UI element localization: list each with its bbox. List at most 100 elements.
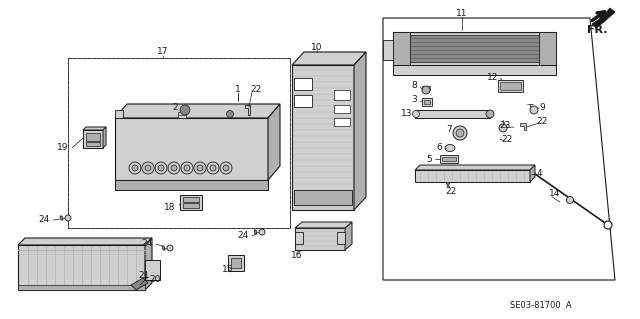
Bar [334, 118, 350, 126]
Polygon shape [415, 110, 490, 118]
Text: 22: 22 [250, 85, 262, 94]
Polygon shape [18, 245, 145, 290]
Bar [180, 195, 202, 210]
Text: 7: 7 [446, 125, 452, 135]
Circle shape [132, 165, 138, 171]
Polygon shape [383, 40, 393, 60]
Bar [86, 133, 100, 141]
Polygon shape [115, 180, 268, 190]
Text: 22: 22 [536, 117, 548, 127]
Polygon shape [145, 260, 160, 280]
Bar [68, 58, 290, 228]
Text: 12: 12 [486, 72, 498, 81]
Bar [294, 190, 352, 205]
Circle shape [413, 110, 419, 117]
Polygon shape [162, 246, 165, 250]
Circle shape [604, 221, 612, 229]
Bar [440, 155, 458, 163]
Circle shape [499, 124, 507, 132]
Circle shape [530, 106, 538, 114]
Text: 6: 6 [436, 144, 442, 152]
Text: 8: 8 [412, 81, 417, 91]
Polygon shape [60, 216, 63, 220]
Polygon shape [292, 52, 366, 65]
Circle shape [566, 197, 573, 204]
Circle shape [223, 165, 229, 171]
Text: 20: 20 [149, 276, 161, 285]
Circle shape [220, 162, 232, 174]
Bar [442, 157, 456, 161]
Bar [231, 258, 241, 268]
Bar [295, 232, 303, 244]
Polygon shape [245, 105, 250, 115]
Polygon shape [178, 112, 186, 118]
Text: 4: 4 [536, 168, 542, 177]
Bar [334, 105, 350, 113]
Polygon shape [415, 170, 530, 182]
Polygon shape [18, 285, 145, 290]
Circle shape [180, 105, 190, 115]
Polygon shape [592, 8, 615, 28]
Circle shape [210, 165, 216, 171]
Bar [334, 90, 350, 100]
Bar [424, 100, 430, 104]
Polygon shape [410, 35, 539, 62]
Polygon shape [268, 104, 280, 180]
Circle shape [155, 162, 167, 174]
Text: 15: 15 [222, 265, 234, 275]
Bar [500, 82, 521, 90]
Circle shape [142, 162, 154, 174]
Polygon shape [18, 238, 152, 245]
Bar [498, 80, 523, 92]
Text: 24: 24 [39, 216, 50, 225]
Text: 13: 13 [401, 109, 412, 118]
Circle shape [65, 215, 71, 221]
Text: 17: 17 [157, 48, 169, 56]
Circle shape [207, 162, 219, 174]
Polygon shape [131, 278, 148, 290]
Polygon shape [530, 165, 535, 182]
Circle shape [168, 162, 180, 174]
Text: 10: 10 [311, 42, 323, 51]
Circle shape [171, 165, 177, 171]
Text: 11: 11 [456, 10, 468, 19]
Text: 19: 19 [56, 144, 68, 152]
Circle shape [197, 165, 203, 171]
Circle shape [184, 165, 190, 171]
Polygon shape [145, 238, 152, 290]
Polygon shape [292, 65, 354, 210]
Text: 9: 9 [539, 102, 545, 112]
Polygon shape [393, 32, 410, 65]
Text: 22: 22 [445, 188, 456, 197]
Text: 23: 23 [500, 122, 511, 130]
Text: 21: 21 [139, 271, 150, 279]
Circle shape [181, 162, 193, 174]
Circle shape [158, 165, 164, 171]
Circle shape [227, 110, 234, 117]
Bar [337, 232, 345, 244]
Ellipse shape [445, 145, 455, 152]
Circle shape [456, 129, 464, 137]
Bar [183, 203, 199, 208]
Circle shape [145, 165, 151, 171]
Polygon shape [393, 65, 556, 75]
Polygon shape [103, 127, 106, 148]
Polygon shape [83, 127, 106, 130]
Text: 1: 1 [235, 85, 241, 94]
Text: SE03-81700  A: SE03-81700 A [510, 301, 572, 310]
Circle shape [129, 162, 141, 174]
Circle shape [194, 162, 206, 174]
Bar [68, 58, 290, 228]
Bar [228, 255, 244, 271]
Polygon shape [520, 123, 526, 130]
Text: 3: 3 [412, 95, 417, 105]
Polygon shape [445, 180, 451, 187]
Text: 5: 5 [426, 154, 432, 164]
Circle shape [259, 229, 265, 235]
Bar [183, 197, 199, 202]
Polygon shape [254, 230, 257, 234]
Bar [294, 78, 312, 90]
Text: 24: 24 [237, 232, 249, 241]
Polygon shape [295, 222, 352, 228]
Text: 2: 2 [172, 103, 178, 113]
